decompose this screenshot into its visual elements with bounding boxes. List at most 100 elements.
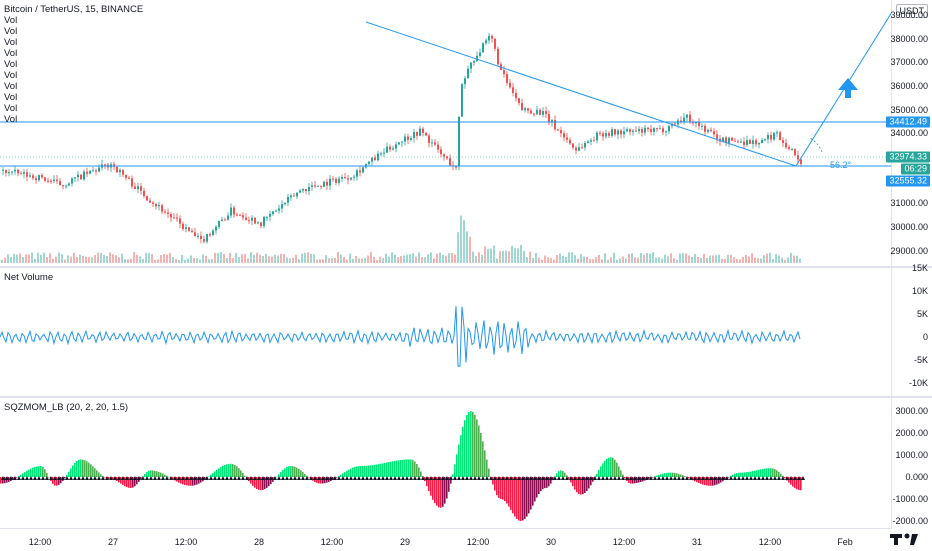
- volume-bar: [694, 253, 696, 263]
- candle-body: [80, 174, 82, 180]
- squeeze-dot: [341, 476, 345, 480]
- candle-body: [518, 98, 520, 104]
- momentum-bar: [792, 477, 794, 487]
- momentum-bar: [634, 477, 636, 484]
- volume-bar: [112, 254, 114, 263]
- volume-legend-item[interactable]: Vol: [4, 114, 18, 125]
- momentum-bar: [66, 475, 68, 477]
- momentum-bar: [608, 457, 610, 477]
- momentum-bar: [716, 477, 718, 485]
- volume-bar: [499, 251, 501, 263]
- volume-bar: [232, 258, 234, 263]
- squeeze-momentum-title[interactable]: SQZMOM_LB (20, 2, 20, 1.5): [4, 402, 129, 413]
- volume-legend-item[interactable]: Vol: [4, 103, 18, 114]
- volume-bar: [760, 258, 762, 263]
- candle-body: [491, 35, 493, 39]
- squeeze-dot: [429, 476, 433, 480]
- volume-legend-item[interactable]: Vol: [4, 81, 18, 92]
- momentum-bar: [576, 477, 578, 493]
- volume-legend-item[interactable]: Vol: [4, 26, 18, 37]
- candle-body: [620, 130, 622, 135]
- momentum-bar: [790, 477, 792, 485]
- candle-body: [746, 140, 748, 145]
- momentum-bar: [348, 469, 350, 477]
- net-volume-title[interactable]: Net Volume: [4, 272, 54, 283]
- volume-bar: [457, 232, 459, 263]
- volume-bar: [751, 253, 753, 263]
- volume-legend-item[interactable]: Vol: [4, 59, 18, 70]
- candle-body: [359, 170, 361, 173]
- squeeze-dot: [645, 476, 649, 480]
- pane-separator[interactable]: [0, 396, 932, 398]
- volume-bar: [262, 256, 264, 263]
- candle-body: [272, 211, 274, 215]
- squeeze-dot: [685, 476, 689, 480]
- candle-body: [566, 137, 568, 140]
- squeeze-dot: [649, 476, 653, 480]
- volume-bar: [607, 259, 609, 263]
- volume-bar: [523, 250, 525, 263]
- squeeze-dot: [45, 476, 49, 480]
- squeeze-dot: [453, 476, 457, 480]
- momentum-bar: [600, 466, 602, 477]
- volume-bar: [28, 254, 30, 263]
- squeeze-dot: [41, 476, 45, 480]
- volume-bar: [328, 258, 330, 263]
- pane-separator[interactable]: [0, 266, 932, 268]
- net-volume-axis[interactable]: 15K 10K 5K 0 -5K -10K: [891, 263, 932, 396]
- candle-body: [281, 204, 283, 209]
- candle-body: [497, 48, 499, 65]
- squeeze-dot: [37, 476, 41, 480]
- net-volume-pane[interactable]: Net Volume 15K 10K 5K 0 -5K -10K: [0, 263, 932, 396]
- candle-body: [749, 140, 751, 144]
- volume-bar: [121, 253, 123, 263]
- price-chart[interactable]: [0, 0, 892, 266]
- candle-body: [698, 121, 700, 127]
- squeeze-momentum-chart[interactable]: [0, 398, 892, 528]
- candle-body: [26, 172, 28, 177]
- price-pane[interactable]: Bitcoin / TetherUS, 15, BINANCE Vol Vol Vo…: [0, 0, 932, 266]
- squeeze-momentum-axis[interactable]: 3000.00 2000.00 1000.00 0.000 -1000.00 -…: [891, 398, 932, 528]
- momentum-bar: [72, 465, 74, 477]
- squeeze-dot: [361, 476, 365, 480]
- squeeze-dot: [541, 476, 545, 480]
- volume-legend-item[interactable]: Vol: [4, 92, 18, 103]
- volume-bar: [25, 254, 27, 263]
- volume-bar: [148, 252, 150, 263]
- squeeze-dot: [589, 476, 593, 480]
- volume-bar: [331, 258, 333, 263]
- momentum-bar: [618, 466, 620, 477]
- candle-body: [98, 167, 100, 172]
- momentum-bar: [640, 477, 642, 482]
- squeeze-dot: [713, 476, 717, 480]
- time-axis[interactable]: 12:00 27 12:00 28 12:00 29 12:00 30 12:0…: [0, 528, 892, 551]
- price-axis[interactable]: USDT 39000.00 38000.00 37000.00 36000.00…: [890, 0, 932, 266]
- candle-body: [446, 156, 448, 159]
- volume-legend-item[interactable]: Vol: [4, 15, 18, 26]
- squeeze-dot: [705, 476, 709, 480]
- momentum-bar: [54, 477, 56, 486]
- candle-body: [674, 123, 676, 125]
- momentum-bar: [78, 459, 80, 477]
- net-volume-chart[interactable]: [0, 268, 892, 396]
- volume-bar: [127, 259, 129, 263]
- momentum-bar: [750, 471, 752, 477]
- volume-legend-item[interactable]: Vol: [4, 70, 18, 81]
- squeeze-dot: [121, 476, 125, 480]
- currency-label[interactable]: USDT: [895, 4, 928, 18]
- squeeze-momentum-pane[interactable]: SQZMOM_LB (20, 2, 20, 1.5) 3000.00 2000.…: [0, 398, 932, 528]
- momentum-bar: [294, 466, 296, 477]
- candle-body: [299, 190, 301, 193]
- volume-legend-item[interactable]: Vol: [4, 48, 18, 59]
- candle-body: [65, 185, 67, 187]
- momentum-bar: [758, 469, 760, 477]
- squeeze-dot: [549, 476, 553, 480]
- candle-body: [731, 137, 733, 141]
- volume-legend-item[interactable]: Vol: [4, 37, 18, 48]
- candle-body: [602, 133, 604, 137]
- momentum-bar: [228, 463, 230, 477]
- momentum-bar: [692, 477, 694, 481]
- symbol-title[interactable]: Bitcoin / TetherUS, 15, BINANCE: [4, 4, 144, 15]
- squeeze-dot: [413, 476, 417, 480]
- momentum-bar: [742, 472, 744, 477]
